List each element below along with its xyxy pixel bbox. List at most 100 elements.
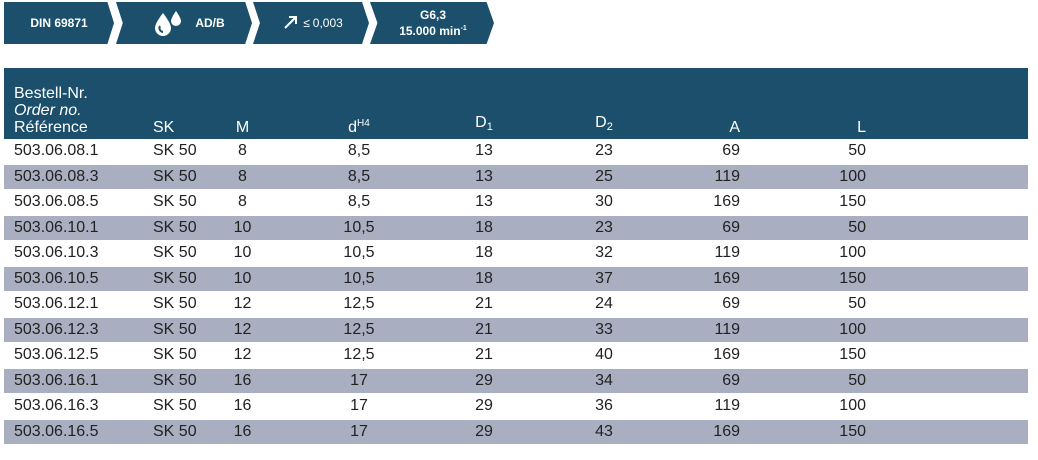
cell-d1: 21: [475, 346, 493, 363]
runout-arrow-icon: [283, 14, 299, 33]
cell-order: 503.06.16.3: [14, 397, 99, 414]
header-m: M: [235, 119, 250, 136]
header-order-no: Bestell-Nr. Order no. Référence: [14, 85, 88, 136]
cell-order: 503.06.10.1: [14, 218, 99, 236]
cell-l: 150: [839, 269, 866, 287]
table-row: 503.06.08.3 SK 50 8 8,5 13 25 119 100: [4, 164, 1028, 190]
cell-d1: 13: [475, 167, 493, 185]
table-row: 503.06.12.1 SK 50 12 12,5 21 24 69 50: [4, 292, 1028, 318]
header-order-en: Order no.: [14, 102, 82, 119]
cell-m: 8: [238, 167, 247, 185]
cell-sk: SK 50: [153, 269, 197, 287]
badge-runout-value: 0,003: [312, 16, 343, 30]
cell-sk: SK 50: [153, 397, 197, 414]
cell-order: 503.06.08.5: [14, 193, 99, 210]
table-row: 503.06.16.3 SK 50 16 17 29 36 119 100: [4, 394, 1028, 420]
cell-a: 119: [714, 244, 740, 261]
cell-d1: 18: [475, 218, 493, 236]
cell-d: 8,5: [347, 142, 371, 159]
header-d: dH4: [334, 115, 384, 136]
badge-coolant: AD/B: [116, 2, 252, 44]
runout-symbol: ≤: [303, 16, 310, 30]
badge-standard: DIN 69871: [4, 2, 114, 44]
header-d2: D2: [584, 114, 624, 136]
table-row: 503.06.12.5 SK 50 12 12,5 21 40 169 150: [4, 343, 1028, 369]
cell-a: 169: [713, 346, 740, 363]
cell-sk: SK 50: [153, 142, 197, 159]
cell-d1: 13: [475, 142, 493, 159]
table-body: 503.06.08.1 SK 50 8 8,5 13 23 69 50 503.06.08.3 S…: [4, 139, 1028, 445]
cell-d: 12,5: [343, 295, 375, 312]
cell-d1: 13: [475, 193, 493, 210]
cell-d2: 33: [595, 320, 613, 338]
table-row: 503.06.16.1 SK 50 16 17 29 34 69 50: [4, 368, 1028, 394]
table-header: Bestell-Nr. Order no. Référence SK M dH4…: [4, 68, 1028, 139]
cell-a: 69: [722, 371, 740, 389]
header-a: A: [729, 119, 740, 136]
cell-l: 150: [839, 422, 866, 440]
cell-d: 17: [350, 371, 368, 389]
cell-l: 50: [848, 142, 866, 159]
cell-a: 69: [722, 295, 740, 312]
badge-coolant-label: AD/B: [195, 16, 225, 30]
cell-d: 8,5: [347, 167, 371, 185]
cell-d2: 30: [595, 193, 613, 210]
header-d2-label: D: [595, 114, 607, 131]
badge-standard-label: DIN 69871: [30, 16, 88, 30]
cell-order: 503.06.12.5: [14, 346, 99, 363]
cell-d: 10,5: [343, 269, 375, 287]
cell-d2: 37: [595, 269, 613, 287]
cell-d1: 18: [475, 244, 493, 261]
cell-d: 17: [350, 397, 368, 414]
header-order-de: Bestell-Nr.: [14, 85, 88, 102]
cell-order: 503.06.12.1: [14, 295, 99, 312]
cell-m: 16: [233, 371, 252, 389]
cell-d2: 25: [595, 167, 613, 185]
cell-d: 8,5: [347, 193, 371, 210]
cell-l: 100: [839, 244, 866, 261]
header-d-tolerance: H4: [357, 118, 370, 129]
cell-a: 169: [713, 269, 740, 287]
cell-order: 503.06.16.1: [14, 371, 99, 389]
badge-balance: G6,3 15.000 min-1: [370, 2, 494, 44]
header-d1: D1: [464, 114, 504, 136]
cell-d: 12,5: [343, 320, 375, 338]
cell-d2: 36: [595, 397, 613, 414]
header-l: L: [857, 119, 866, 136]
cell-d2: 23: [595, 218, 613, 236]
cell-l: 100: [839, 167, 866, 185]
cell-d1: 29: [475, 422, 493, 440]
cell-l: 50: [848, 218, 866, 236]
cell-a: 169: [713, 193, 740, 210]
cell-m: 16: [233, 422, 252, 440]
cell-d2: 43: [595, 422, 613, 440]
cell-sk: SK 50: [153, 320, 197, 338]
table-row: 503.06.10.1 SK 50 10 10,5 18 23 69 50: [4, 215, 1028, 241]
cell-order: 503.06.08.1: [14, 142, 99, 159]
cell-order: 503.06.08.3: [14, 167, 99, 185]
header-sk: SK: [153, 119, 175, 136]
cell-l: 100: [839, 320, 866, 338]
cell-a: 69: [722, 142, 740, 159]
badge-speed: 15.000 min-1: [399, 22, 467, 38]
table-row: 503.06.16.5 SK 50 16 17 29 43 169 150: [4, 419, 1028, 445]
badge-speed-exponent: -1: [460, 24, 467, 32]
cell-d2: 34: [595, 371, 613, 389]
table-row: 503.06.10.5 SK 50 10 10,5 18 37 169 150: [4, 266, 1028, 292]
table-row: 503.06.08.1 SK 50 8 8,5 13 23 69 50: [4, 139, 1028, 165]
cell-d1: 21: [475, 320, 493, 338]
cell-sk: SK 50: [153, 371, 197, 389]
table-row: 503.06.10.3 SK 50 10 10,5 18 32 119 100: [4, 241, 1028, 267]
cell-m: 16: [233, 397, 252, 414]
cell-d1: 29: [475, 397, 493, 414]
cell-d2: 24: [595, 295, 613, 312]
cell-sk: SK 50: [153, 167, 197, 185]
cell-l: 150: [839, 193, 866, 210]
cell-l: 50: [848, 295, 866, 312]
cell-m: 12: [233, 320, 252, 338]
cell-a: 169: [713, 422, 740, 440]
cell-d: 10,5: [343, 218, 375, 236]
cell-m: 10: [233, 269, 252, 287]
cell-a: 119: [714, 397, 740, 414]
cell-m: 10: [233, 244, 252, 261]
